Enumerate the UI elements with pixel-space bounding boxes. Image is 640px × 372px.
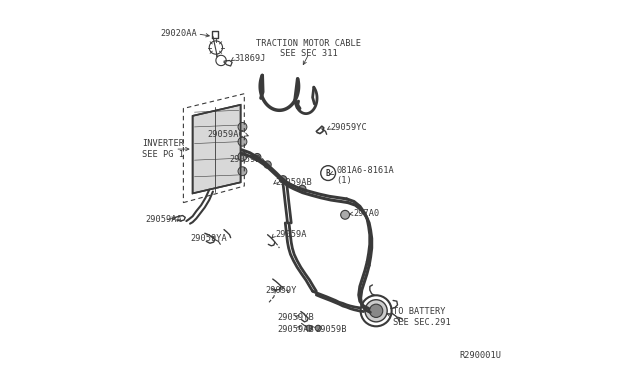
Circle shape xyxy=(238,137,247,146)
Text: 29059AC: 29059AC xyxy=(207,130,244,139)
Text: 29059B: 29059B xyxy=(229,155,261,164)
Text: TO BATTERY
SEE SEC.291: TO BATTERY SEE SEC.291 xyxy=(393,307,451,327)
Circle shape xyxy=(365,300,387,322)
Circle shape xyxy=(264,161,271,168)
Circle shape xyxy=(299,185,306,193)
Text: 29059B: 29059B xyxy=(316,325,347,334)
Text: 29059YB: 29059YB xyxy=(278,312,314,321)
Circle shape xyxy=(369,304,383,317)
Text: 29059AB: 29059AB xyxy=(278,325,314,334)
Circle shape xyxy=(306,325,312,331)
Text: 29020AA: 29020AA xyxy=(161,29,197,38)
Text: 29059AA: 29059AA xyxy=(146,215,182,224)
Text: 29059AB: 29059AB xyxy=(276,178,312,187)
Circle shape xyxy=(253,154,261,161)
Text: 29059A: 29059A xyxy=(275,230,307,239)
Text: TRACTION MOTOR CABLE
SEE SEC 311: TRACTION MOTOR CABLE SEE SEC 311 xyxy=(257,39,362,58)
Circle shape xyxy=(238,167,247,176)
Text: INVERTER
SEE PG 1: INVERTER SEE PG 1 xyxy=(142,140,184,159)
Circle shape xyxy=(238,152,247,161)
Circle shape xyxy=(238,122,247,131)
Text: 081A6-8161A
(1): 081A6-8161A (1) xyxy=(337,166,394,185)
Text: 29059Y: 29059Y xyxy=(266,286,297,295)
Text: B: B xyxy=(326,169,330,177)
Circle shape xyxy=(340,211,349,219)
Polygon shape xyxy=(193,105,241,193)
Text: 29059YA: 29059YA xyxy=(190,234,227,243)
Text: 29059YC: 29059YC xyxy=(330,123,367,132)
Text: 297A0: 297A0 xyxy=(353,209,380,218)
Text: R290001U: R290001U xyxy=(459,350,501,360)
Circle shape xyxy=(316,325,321,331)
Circle shape xyxy=(280,176,287,183)
Text: 31869J: 31869J xyxy=(234,54,266,63)
